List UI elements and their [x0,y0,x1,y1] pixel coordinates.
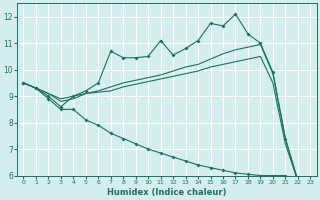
X-axis label: Humidex (Indice chaleur): Humidex (Indice chaleur) [107,188,227,197]
